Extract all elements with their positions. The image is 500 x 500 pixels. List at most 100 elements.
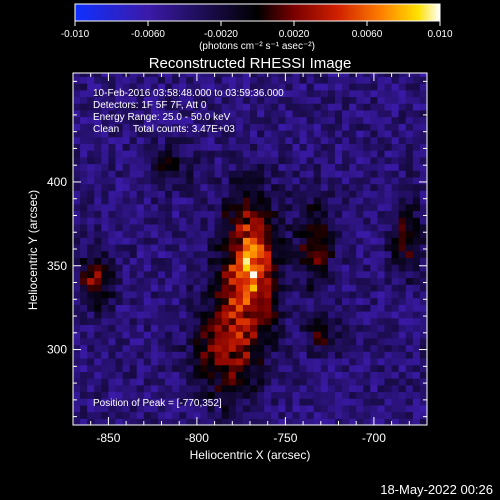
heatmap-cell bbox=[136, 223, 145, 232]
heatmap-cell bbox=[136, 183, 145, 191]
heatmap-cell bbox=[235, 297, 244, 305]
heatmap-cell bbox=[122, 143, 131, 151]
heatmap-cell bbox=[320, 317, 329, 326]
heatmap-cell bbox=[94, 277, 102, 285]
heatmap-cell bbox=[129, 156, 138, 165]
heatmap-cell bbox=[377, 311, 386, 319]
heatmap-cell bbox=[165, 371, 173, 379]
heatmap-cell bbox=[129, 223, 138, 232]
heatmap-cell bbox=[327, 143, 336, 151]
heatmap-cell bbox=[327, 83, 336, 91]
heatmap-cell bbox=[391, 210, 400, 218]
heatmap-cell bbox=[285, 217, 294, 225]
heatmap-cell bbox=[157, 398, 166, 406]
heatmap-cell bbox=[87, 96, 95, 104]
heatmap-cell bbox=[143, 109, 152, 118]
heatmap-cell bbox=[349, 89, 357, 98]
heatmap-cell bbox=[250, 223, 258, 232]
heatmap-cell bbox=[356, 183, 364, 191]
heatmap-cell bbox=[101, 116, 109, 124]
heatmap-cell bbox=[80, 156, 88, 165]
heatmap-cell bbox=[242, 277, 251, 285]
heatmap-cell bbox=[327, 351, 336, 359]
heatmap-cell bbox=[129, 73, 138, 77]
heatmap-cell bbox=[87, 129, 95, 138]
heatmap-cell bbox=[285, 277, 294, 285]
heatmap-cell bbox=[122, 217, 131, 225]
heatmap-cell bbox=[115, 237, 124, 245]
heatmap-cell bbox=[214, 290, 223, 299]
heatmap-cell bbox=[391, 344, 400, 352]
heatmap-cell bbox=[94, 264, 102, 272]
heatmap-cell bbox=[200, 378, 209, 386]
heatmap-cell bbox=[115, 210, 124, 218]
heatmap-cell bbox=[101, 304, 109, 312]
heatmap-cell bbox=[405, 230, 414, 238]
heatmap-cell bbox=[391, 76, 400, 84]
heatmap-cell bbox=[80, 143, 88, 151]
heatmap-cell bbox=[342, 143, 350, 151]
heatmap-cell bbox=[179, 176, 187, 185]
heatmap-cell bbox=[221, 136, 230, 144]
heatmap-cell bbox=[129, 183, 138, 191]
heatmap-cell bbox=[349, 176, 357, 185]
heatmap-cell bbox=[165, 357, 173, 366]
heatmap-cell bbox=[278, 170, 286, 178]
heatmap-cell bbox=[129, 203, 138, 212]
heatmap-cell bbox=[398, 398, 407, 406]
heatmap-cell bbox=[200, 418, 209, 425]
heatmap-cell bbox=[377, 83, 386, 91]
heatmap-cell bbox=[150, 103, 159, 111]
heatmap-cell bbox=[115, 311, 124, 319]
footer-date: 18-May-2022 00:26 bbox=[380, 482, 493, 497]
heatmap-cell bbox=[342, 237, 350, 245]
heatmap-cell bbox=[398, 197, 407, 205]
colorbar-tick-label: 0.0060 bbox=[352, 29, 383, 40]
heatmap-cell bbox=[257, 304, 265, 312]
heatmap-cell bbox=[257, 150, 265, 158]
heatmap-cell bbox=[101, 331, 109, 339]
heatmap-cell bbox=[398, 364, 407, 372]
heatmap-cell bbox=[377, 384, 386, 393]
heatmap-cell bbox=[150, 230, 159, 238]
heatmap-cell bbox=[356, 418, 364, 425]
heatmap-cell bbox=[334, 398, 343, 406]
heatmap-cell bbox=[157, 357, 166, 366]
heatmap-cell bbox=[94, 183, 102, 191]
heatmap-cell bbox=[73, 391, 81, 399]
heatmap-cell bbox=[87, 150, 95, 158]
heatmap-cell bbox=[306, 371, 315, 379]
heatmap-cell bbox=[193, 344, 202, 352]
heatmap-cell bbox=[264, 96, 272, 104]
heatmap-cell bbox=[313, 217, 322, 225]
heatmap-cell bbox=[242, 331, 251, 339]
heatmap-cell bbox=[320, 223, 329, 232]
heatmap-cell bbox=[405, 197, 414, 205]
heatmap-cell bbox=[320, 304, 329, 312]
heatmap-cell bbox=[320, 378, 329, 386]
heatmap-cell bbox=[285, 203, 294, 212]
heatmap-cell bbox=[94, 217, 102, 225]
heatmap-cell bbox=[342, 203, 350, 212]
heatmap-cell bbox=[292, 344, 301, 352]
heatmap-cell bbox=[349, 136, 357, 144]
heatmap-cell bbox=[200, 290, 209, 299]
heatmap-cell bbox=[342, 378, 350, 386]
heatmap-cell bbox=[405, 96, 414, 104]
heatmap-cell bbox=[179, 190, 187, 198]
heatmap-cell bbox=[391, 317, 400, 326]
heatmap-cell bbox=[278, 311, 286, 319]
heatmap-cell bbox=[157, 190, 166, 198]
heatmap-cell bbox=[221, 384, 230, 393]
heatmap-cell bbox=[80, 378, 88, 386]
heatmap-cell bbox=[327, 203, 336, 212]
heatmap-cell bbox=[250, 210, 258, 218]
heatmap-cell bbox=[129, 109, 138, 118]
heatmap-cell bbox=[136, 150, 145, 158]
heatmap-cell bbox=[186, 404, 194, 413]
heatmap-cell bbox=[419, 357, 427, 366]
heatmap-cell bbox=[334, 357, 343, 366]
heatmap-cell bbox=[150, 83, 159, 91]
heatmap-cell bbox=[242, 170, 251, 178]
heatmap-cell bbox=[299, 190, 308, 198]
